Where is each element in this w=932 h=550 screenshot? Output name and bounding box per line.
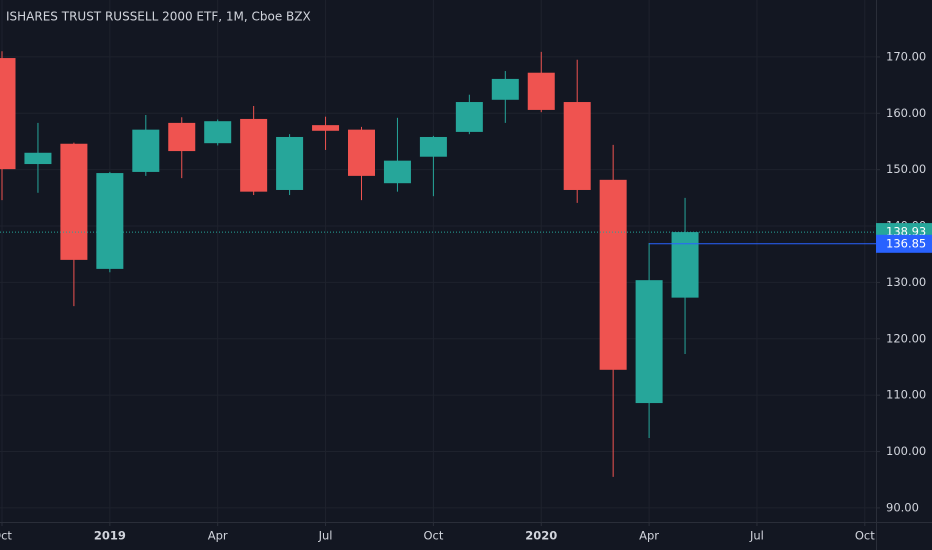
x-tick-label: Apr xyxy=(208,529,228,543)
price-line-tag xyxy=(876,234,932,253)
candle-body xyxy=(491,78,519,100)
candle-body xyxy=(240,118,268,192)
price-line-label: 136.85 xyxy=(886,236,926,250)
y-tick-label: 100.00 xyxy=(886,444,926,458)
x-tick-label: Oct xyxy=(855,529,875,543)
candle-body xyxy=(204,121,232,144)
y-tick-label: 90.00 xyxy=(886,500,919,514)
candle-body xyxy=(671,232,699,298)
x-tick-label: Jul xyxy=(749,529,764,543)
candle-body xyxy=(312,125,340,131)
y-tick-label: 110.00 xyxy=(886,388,926,402)
grid xyxy=(0,0,876,522)
candle-body xyxy=(419,136,447,157)
candle-body xyxy=(527,72,555,110)
candle-body xyxy=(0,58,16,170)
candle-body xyxy=(455,102,483,132)
candle-body xyxy=(599,179,627,370)
candle-body xyxy=(276,136,304,190)
axis-labels: 90.00100.00110.00120.00130.00140.00150.0… xyxy=(0,49,932,543)
candle-body xyxy=(383,160,411,184)
y-tick-label: 120.00 xyxy=(886,331,926,345)
candle-body xyxy=(60,143,88,260)
candle-body xyxy=(563,102,591,190)
x-tick-label: 2020 xyxy=(525,529,557,543)
candle-body xyxy=(24,152,52,165)
y-tick-label: 130.00 xyxy=(886,275,926,289)
candle-body xyxy=(168,122,196,152)
y-tick-label: 160.00 xyxy=(886,106,926,120)
chart-title: ISHARES TRUST RUSSELL 2000 ETF, 1M, Cboe… xyxy=(6,10,311,24)
candle-body xyxy=(96,173,124,269)
candle-body xyxy=(132,129,160,172)
x-tick-label: 2019 xyxy=(94,529,126,543)
y-tick-label: 150.00 xyxy=(886,162,926,176)
candle-body xyxy=(635,280,663,404)
x-tick-label: Apr xyxy=(639,529,659,543)
candle-body xyxy=(348,129,375,176)
x-tick-label: Oct xyxy=(0,529,12,543)
candles xyxy=(0,51,876,477)
x-tick-label: Jul xyxy=(318,529,333,543)
x-tick-label: Oct xyxy=(423,529,443,543)
y-tick-label: 170.00 xyxy=(886,49,926,63)
